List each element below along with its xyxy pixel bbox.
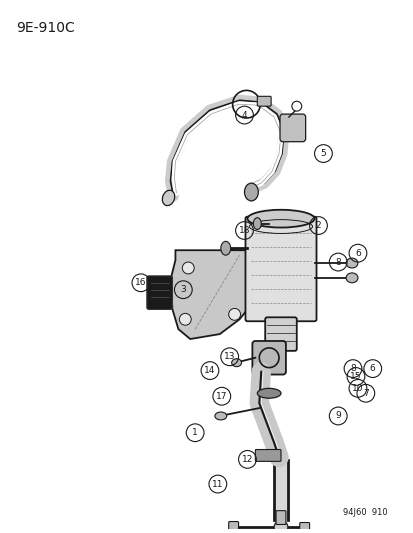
Text: 2: 2 — [315, 221, 320, 230]
FancyBboxPatch shape — [147, 276, 172, 310]
Ellipse shape — [345, 273, 357, 283]
Text: 8: 8 — [335, 257, 340, 266]
Text: 7: 7 — [362, 389, 368, 398]
Polygon shape — [170, 250, 247, 339]
Text: 4: 4 — [241, 110, 247, 119]
FancyBboxPatch shape — [279, 114, 305, 142]
Text: 8: 8 — [349, 364, 355, 373]
Text: 6: 6 — [354, 249, 360, 257]
Text: 5: 5 — [320, 149, 325, 158]
Circle shape — [228, 309, 240, 320]
Text: 14: 14 — [204, 366, 215, 375]
Text: 18: 18 — [238, 226, 249, 235]
Text: 6: 6 — [369, 364, 375, 373]
FancyBboxPatch shape — [275, 511, 285, 524]
Ellipse shape — [345, 258, 357, 268]
Text: 94J60  910: 94J60 910 — [342, 507, 387, 516]
FancyBboxPatch shape — [299, 522, 309, 532]
Text: 10: 10 — [351, 384, 363, 393]
Ellipse shape — [244, 183, 258, 201]
FancyBboxPatch shape — [257, 96, 271, 106]
Text: 3: 3 — [180, 285, 186, 294]
Text: 17: 17 — [216, 392, 227, 401]
Text: 12: 12 — [241, 455, 252, 464]
Circle shape — [273, 521, 287, 533]
Circle shape — [182, 262, 194, 274]
Ellipse shape — [257, 389, 280, 398]
Text: 11: 11 — [211, 480, 223, 489]
Ellipse shape — [253, 217, 261, 230]
Circle shape — [291, 101, 301, 111]
FancyBboxPatch shape — [228, 521, 238, 533]
Ellipse shape — [247, 210, 314, 228]
Text: 16: 16 — [135, 278, 146, 287]
FancyBboxPatch shape — [245, 217, 316, 321]
Text: 9: 9 — [335, 411, 340, 421]
Ellipse shape — [231, 359, 241, 367]
Text: 1: 1 — [192, 428, 197, 437]
FancyBboxPatch shape — [255, 449, 280, 462]
FancyBboxPatch shape — [252, 341, 285, 375]
Text: 13: 13 — [223, 352, 235, 361]
Ellipse shape — [220, 241, 230, 255]
Text: 9E-910C: 9E-910C — [17, 21, 75, 35]
Circle shape — [179, 313, 191, 325]
Ellipse shape — [162, 190, 174, 206]
FancyBboxPatch shape — [265, 317, 296, 351]
Ellipse shape — [214, 412, 226, 420]
Text: 15: 15 — [349, 372, 361, 381]
